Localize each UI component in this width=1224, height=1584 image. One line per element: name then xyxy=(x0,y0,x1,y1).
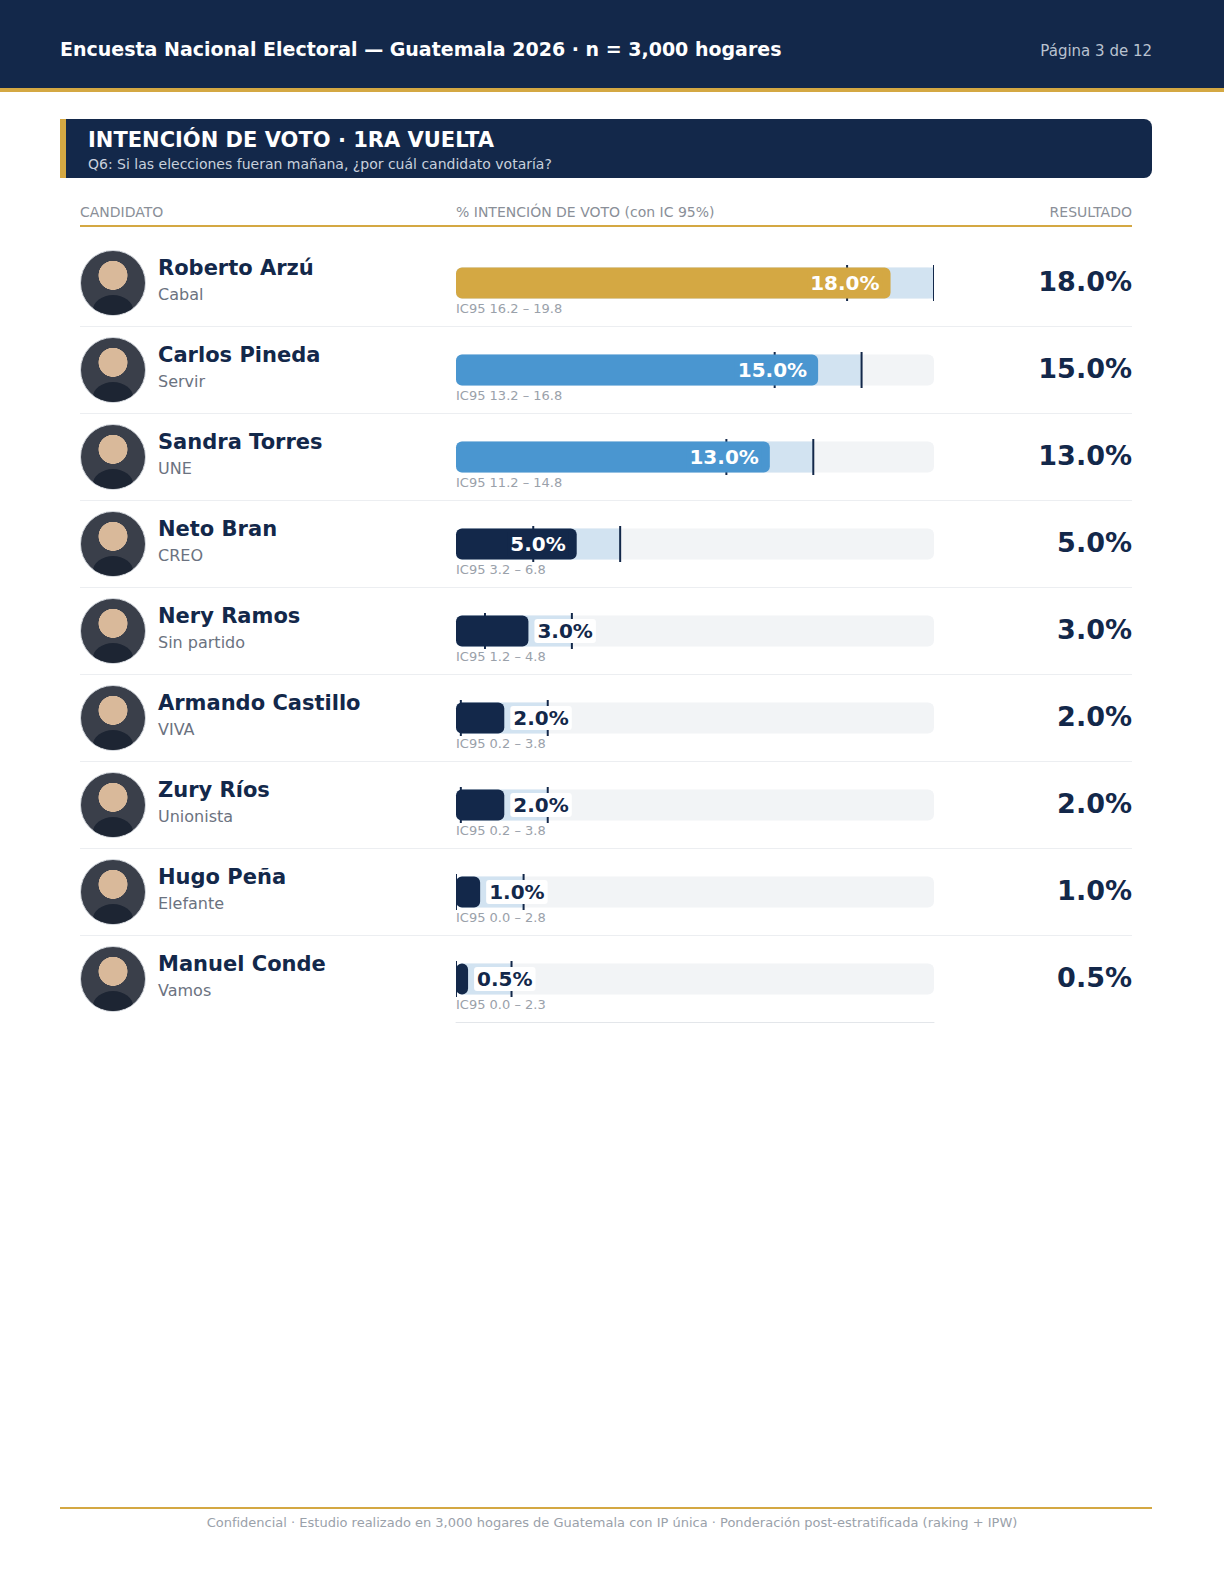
html-text:CREO: CREO xyxy=(158,546,203,565)
svg-text:15.0%: 15.0% xyxy=(738,358,807,382)
html-text:CANDIDATO: CANDIDATO xyxy=(80,204,164,220)
html-text:IC95 11.2 – 14.8: IC95 11.2 – 14.8 xyxy=(456,475,563,490)
html-text:IC95 3.2 – 6.8: IC95 3.2 – 6.8 xyxy=(456,562,546,577)
html-text:Zury Ríos: Zury Ríos xyxy=(158,778,270,802)
html-text:5.0%: 5.0% xyxy=(1057,527,1132,558)
html-text:IC95 0.2 – 3.8: IC95 0.2 – 3.8 xyxy=(456,736,546,751)
html-text:Nery Ramos: Nery Ramos xyxy=(158,604,301,628)
html-text:Encuesta Nacional Electoral —: Encuesta Nacional Electoral — Guatemala … xyxy=(60,38,782,60)
html-text:Carlos Pineda: Carlos Pineda xyxy=(158,343,321,367)
html-text:13.0%: 13.0% xyxy=(1038,440,1132,471)
html-text:Sin partido: Sin partido xyxy=(158,633,245,652)
html-text:1.0%: 1.0% xyxy=(1057,875,1132,906)
html-text:2.0%: 2.0% xyxy=(1057,788,1132,819)
svg-text:2.0%: 2.0% xyxy=(513,706,568,730)
html-text:Q6: Si las elecciones fueran m: Q6: Si las elecciones fueran mañana, ¿po… xyxy=(88,156,552,172)
html-text:IC95 0.2 – 3.8: IC95 0.2 – 3.8 xyxy=(456,823,546,838)
html-text:Neto Bran: Neto Bran xyxy=(158,517,278,541)
html-text:3.0%: 3.0% xyxy=(1057,614,1132,645)
html-text:Sandra Torres: Sandra Torres xyxy=(158,430,323,454)
html-text:15.0%: 15.0% xyxy=(1038,353,1132,384)
html-text:Vamos: Vamos xyxy=(158,981,212,1000)
html-text:% INTENCIÓN DE VOTO (con IC 95: % INTENCIÓN DE VOTO (con IC 95%) xyxy=(456,204,715,220)
html-text:IC95 0.0 – 2.8: IC95 0.0 – 2.8 xyxy=(456,910,546,925)
html-text:2.0%: 2.0% xyxy=(1057,701,1132,732)
html-text:Confidencial · Estudio realiza: Confidencial · Estudio realizado en 3,00… xyxy=(206,1515,1018,1530)
svg-text:5.0%: 5.0% xyxy=(510,532,565,556)
html-text:Manuel Conde: Manuel Conde xyxy=(158,952,326,976)
html-text:Servir: Servir xyxy=(158,372,206,391)
html-text:UNE: UNE xyxy=(158,459,192,478)
html-text:IC95 16.2 – 19.8: IC95 16.2 – 19.8 xyxy=(456,301,563,316)
html-text:IC95 13.2 – 16.8: IC95 13.2 – 16.8 xyxy=(456,388,563,403)
html-text:Armando Castillo: Armando Castillo xyxy=(158,691,361,715)
svg-text:18.0%: 18.0% xyxy=(810,271,879,295)
html-text:RESULTADO: RESULTADO xyxy=(1049,204,1132,220)
svg-text:0.5%: 0.5% xyxy=(477,967,532,991)
html-text:Elefante: Elefante xyxy=(158,894,225,913)
html-text:Cabal: Cabal xyxy=(158,285,204,304)
svg-text:13.0%: 13.0% xyxy=(689,445,758,469)
svg-text:3.0%: 3.0% xyxy=(537,619,592,643)
html-text:IC95 0.0 – 2.3: IC95 0.0 – 2.3 xyxy=(456,997,546,1012)
html-text:Hugo Peña: Hugo Peña xyxy=(158,865,287,889)
html-text:Página 3 de 12: Página 3 de 12 xyxy=(1040,42,1152,60)
html-text:INTENCIÓN DE VOTO · 1RA VUELTA: INTENCIÓN DE VOTO · 1RA VUELTA xyxy=(88,128,494,152)
html-text:VIVA: VIVA xyxy=(158,720,195,739)
svg-text:2.0%: 2.0% xyxy=(513,793,568,817)
html-text:0.5%: 0.5% xyxy=(1057,962,1132,993)
html-text:IC95 1.2 – 4.8: IC95 1.2 – 4.8 xyxy=(456,649,546,664)
html-text:Unionista: Unionista xyxy=(158,807,234,826)
html-text:18.0%: 18.0% xyxy=(1038,266,1132,297)
svg-text:1.0%: 1.0% xyxy=(489,880,544,904)
html-text:Roberto Arzú: Roberto Arzú xyxy=(158,256,314,280)
